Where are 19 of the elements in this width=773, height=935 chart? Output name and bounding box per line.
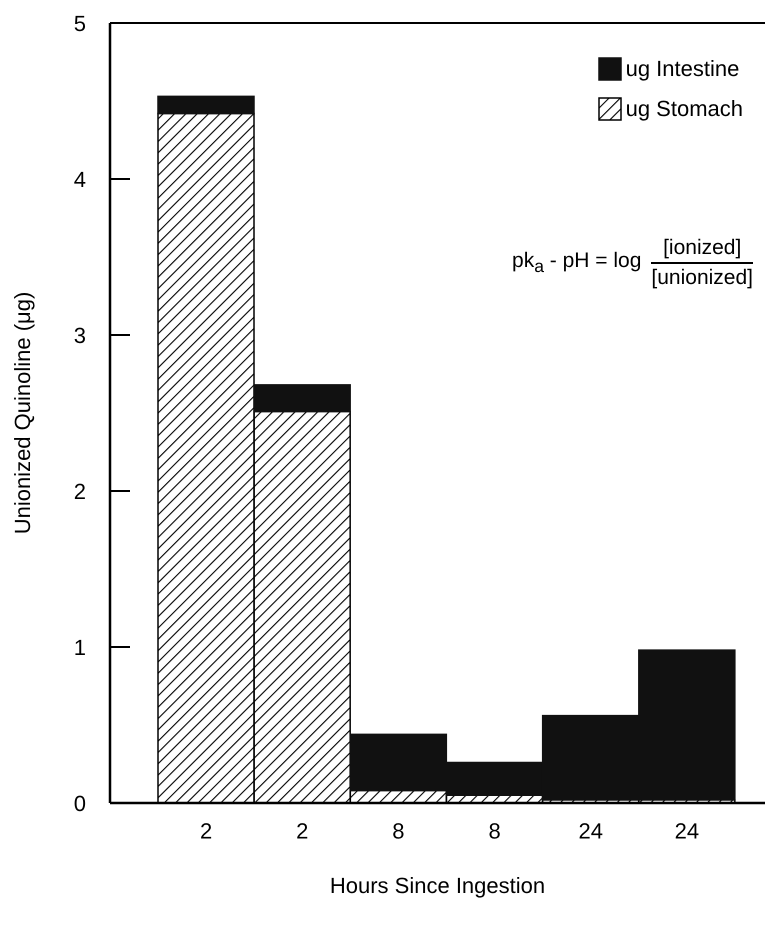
legend-label: ug Intestine <box>626 56 740 82</box>
annotation: [ionized] <box>663 236 742 260</box>
legend-label: ug Stomach <box>626 96 743 122</box>
annotation: [unionized] <box>651 266 753 290</box>
x-tick-label: 2 <box>200 818 212 844</box>
x-axis-title: Hours Since Ingestion <box>330 873 546 898</box>
y-axis-title: Unionized Quinoline (μg) <box>10 292 35 534</box>
y-tick-label: 3 <box>74 322 86 348</box>
y-tick-label: 0 <box>74 790 86 816</box>
y-tick-label: 4 <box>74 166 86 192</box>
x-tick-label: 24 <box>578 818 603 844</box>
x-tick-label: 24 <box>674 818 700 844</box>
y-tick-label: 5 <box>74 10 86 36</box>
annotation: pk$_{a}$ - pH = log <box>512 248 642 278</box>
y-tick-label: 2 <box>74 478 86 504</box>
x-tick-label: 8 <box>488 818 501 844</box>
y-tick-label: 1 <box>74 634 86 660</box>
x-tick-label: 2 <box>296 818 308 844</box>
x-tick-label: 8 <box>392 818 405 844</box>
